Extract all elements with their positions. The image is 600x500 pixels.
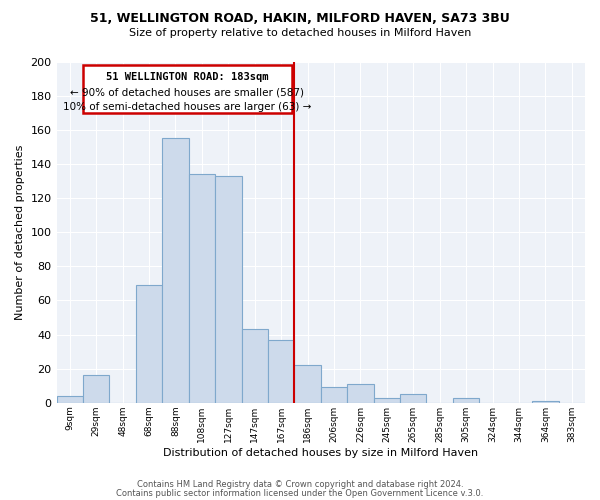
Text: 51, WELLINGTON ROAD, HAKIN, MILFORD HAVEN, SA73 3BU: 51, WELLINGTON ROAD, HAKIN, MILFORD HAVE… (90, 12, 510, 26)
Bar (215, 176, 242, 403)
Text: Size of property relative to detached houses in Milford Haven: Size of property relative to detached ho… (129, 28, 471, 38)
Bar (453, 398, 479, 403)
Bar (268, 340, 295, 403)
Bar (347, 384, 374, 403)
Bar (162, 138, 188, 403)
Bar (136, 285, 162, 403)
Bar (400, 394, 427, 403)
Bar (56, 396, 83, 403)
Bar (532, 401, 559, 403)
Text: Contains HM Land Registry data © Crown copyright and database right 2024.: Contains HM Land Registry data © Crown c… (137, 480, 463, 489)
Bar (374, 398, 400, 403)
Bar (188, 174, 215, 403)
Bar (295, 365, 321, 403)
Text: 51 WELLINGTON ROAD: 183sqm: 51 WELLINGTON ROAD: 183sqm (106, 72, 269, 82)
Text: 10% of semi-detached houses are larger (63) →: 10% of semi-detached houses are larger (… (63, 102, 311, 113)
Bar (83, 376, 109, 403)
X-axis label: Distribution of detached houses by size in Milford Haven: Distribution of detached houses by size … (163, 448, 478, 458)
Text: Contains public sector information licensed under the Open Government Licence v.: Contains public sector information licen… (116, 488, 484, 498)
Text: ← 90% of detached houses are smaller (587): ← 90% of detached houses are smaller (58… (70, 87, 304, 97)
FancyBboxPatch shape (83, 65, 292, 112)
Bar (242, 330, 268, 403)
Bar (321, 388, 347, 403)
Y-axis label: Number of detached properties: Number of detached properties (15, 144, 25, 320)
